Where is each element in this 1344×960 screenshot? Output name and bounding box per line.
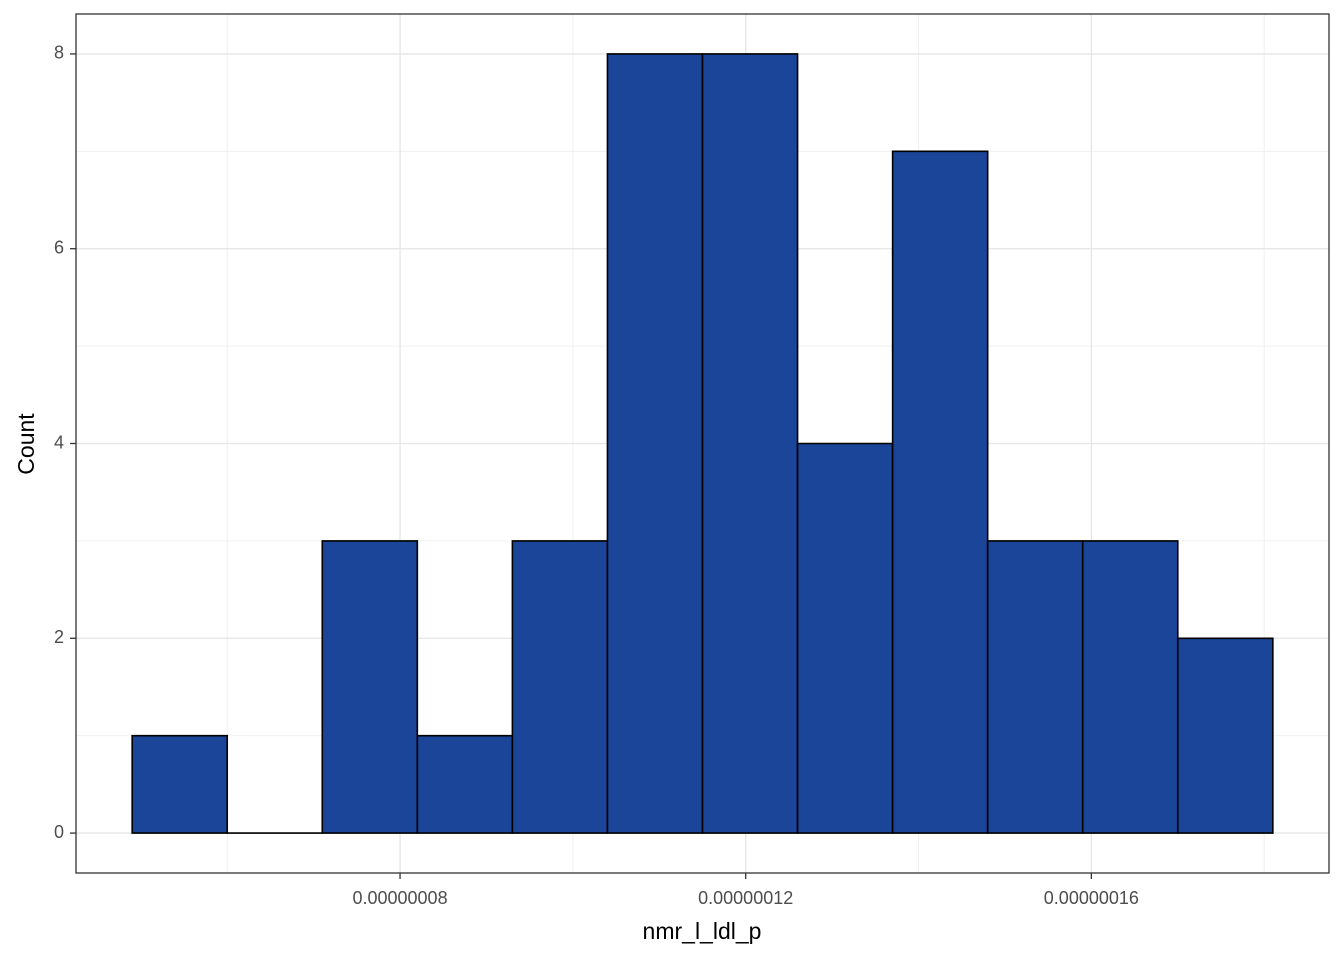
y-tick-label: 0 bbox=[54, 822, 64, 842]
bar bbox=[1176, 637, 1274, 834]
x-tick-label: 0.00000008 bbox=[352, 888, 447, 908]
bar bbox=[1081, 540, 1179, 834]
bar bbox=[416, 734, 514, 834]
y-tick-label: 8 bbox=[54, 43, 64, 63]
x-tick-label: 0.00000016 bbox=[1044, 888, 1139, 908]
y-tick-label: 2 bbox=[54, 627, 64, 647]
x-tick-label: 0.00000012 bbox=[698, 888, 793, 908]
x-axis-label: nmr_l_ldl_p bbox=[643, 918, 762, 944]
y-axis-label: Count bbox=[13, 413, 39, 475]
bar bbox=[606, 53, 704, 834]
panel-border bbox=[75, 13, 1330, 874]
bar bbox=[891, 150, 989, 834]
bar bbox=[796, 442, 894, 834]
bar bbox=[511, 540, 609, 834]
bar bbox=[701, 53, 799, 834]
bar bbox=[986, 540, 1084, 834]
bar bbox=[321, 540, 419, 834]
bar bbox=[131, 734, 229, 834]
y-tick-label: 4 bbox=[54, 432, 64, 452]
y-tick-label: 6 bbox=[54, 237, 64, 257]
